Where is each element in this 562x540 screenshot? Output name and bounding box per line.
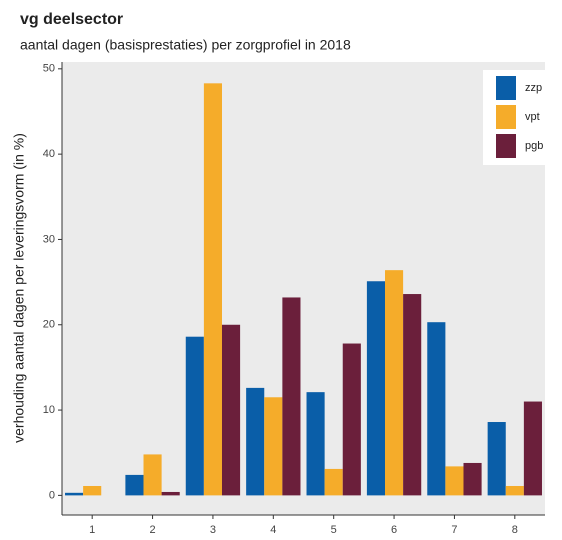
x-tick-label: 4 — [270, 524, 276, 536]
legend-swatch — [496, 134, 516, 158]
bar — [143, 454, 162, 496]
bar — [445, 466, 464, 496]
plot-panel — [62, 62, 545, 515]
x-tick-label: 5 — [331, 524, 337, 536]
legend-swatch — [496, 105, 516, 129]
bar — [523, 401, 542, 496]
legend-label: zzp — [525, 82, 542, 94]
y-tick-label: 20 — [43, 319, 55, 331]
bar — [125, 474, 144, 496]
y-tick-label: 50 — [43, 63, 55, 75]
bar — [65, 492, 84, 496]
bar — [264, 397, 283, 496]
bar — [161, 491, 180, 496]
bar — [366, 281, 386, 496]
legend-label: pgb — [525, 140, 543, 152]
bar — [282, 297, 301, 496]
bar — [246, 387, 265, 496]
bar — [221, 324, 241, 496]
y-axis-label: verhouding aantal dagen per leveringsvor… — [11, 133, 27, 443]
bar — [487, 422, 506, 496]
bar — [185, 336, 204, 496]
bar — [505, 485, 524, 496]
chart-subtitle: aantal dagen (basisprestaties) per zorgp… — [20, 37, 351, 53]
bar — [324, 468, 343, 496]
y-tick-label: 10 — [43, 404, 55, 416]
bar — [403, 294, 422, 496]
y-tick-label: 40 — [43, 148, 55, 160]
y-tick-label: 0 — [49, 489, 55, 501]
bar — [385, 270, 404, 496]
x-tick-label: 6 — [391, 524, 397, 536]
bar — [463, 462, 482, 496]
x-tick-label: 1 — [89, 524, 95, 536]
x-tick-label: 3 — [210, 524, 216, 536]
bar — [203, 83, 222, 496]
bar — [83, 485, 102, 496]
chart-title: vg deelsector — [20, 11, 123, 28]
legend-swatch — [496, 76, 516, 100]
legend-label: vpt — [525, 111, 540, 123]
bar — [342, 343, 361, 496]
x-tick-label: 7 — [451, 524, 457, 536]
bar — [306, 392, 325, 496]
x-tick-label: 2 — [150, 524, 156, 536]
x-tick-label: 8 — [512, 524, 518, 536]
bar — [427, 322, 446, 496]
y-tick-label: 30 — [43, 233, 55, 245]
